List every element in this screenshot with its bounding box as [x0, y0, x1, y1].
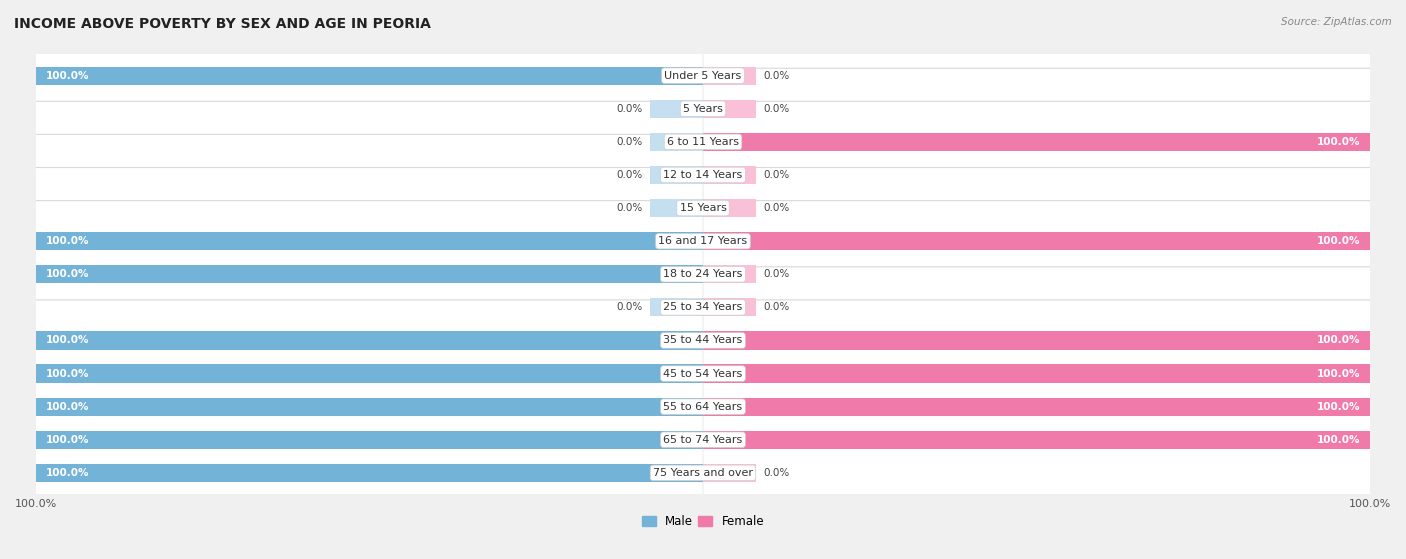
Text: 100.0%: 100.0%	[46, 269, 90, 280]
FancyBboxPatch shape	[31, 234, 1375, 315]
Text: 0.0%: 0.0%	[763, 468, 789, 478]
FancyBboxPatch shape	[31, 399, 1375, 480]
Text: 100.0%: 100.0%	[46, 70, 90, 80]
Text: 55 to 64 Years: 55 to 64 Years	[664, 402, 742, 411]
FancyBboxPatch shape	[31, 201, 1375, 282]
Text: 0.0%: 0.0%	[763, 269, 789, 280]
Bar	[703, 265, 756, 283]
Bar	[650, 199, 703, 217]
Text: 100.0%: 100.0%	[1316, 402, 1360, 411]
Text: 0.0%: 0.0%	[617, 203, 643, 213]
Text: 100.0%: 100.0%	[1316, 137, 1360, 147]
Text: 65 to 74 Years: 65 to 74 Years	[664, 435, 742, 445]
Text: 0.0%: 0.0%	[763, 104, 789, 113]
Bar	[37, 232, 703, 250]
Text: 0.0%: 0.0%	[617, 170, 643, 180]
Bar	[703, 364, 1369, 383]
Text: 100.0%: 100.0%	[1316, 335, 1360, 345]
Text: 5 Years: 5 Years	[683, 104, 723, 113]
Bar	[37, 464, 703, 482]
Text: 100.0%: 100.0%	[1316, 236, 1360, 246]
Bar	[650, 100, 703, 118]
Text: 100.0%: 100.0%	[46, 402, 90, 411]
Text: 12 to 14 Years: 12 to 14 Years	[664, 170, 742, 180]
Text: Source: ZipAtlas.com: Source: ZipAtlas.com	[1281, 17, 1392, 27]
Bar	[703, 331, 1369, 349]
Bar	[703, 132, 1369, 151]
Text: Under 5 Years: Under 5 Years	[665, 70, 741, 80]
Bar	[703, 430, 1369, 449]
Text: 100.0%: 100.0%	[46, 468, 90, 478]
FancyBboxPatch shape	[31, 35, 1375, 116]
FancyBboxPatch shape	[31, 168, 1375, 249]
Bar	[703, 464, 756, 482]
FancyBboxPatch shape	[31, 300, 1375, 381]
FancyBboxPatch shape	[31, 432, 1375, 513]
Bar	[703, 199, 756, 217]
FancyBboxPatch shape	[31, 366, 1375, 447]
Text: 75 Years and over: 75 Years and over	[652, 468, 754, 478]
Text: 25 to 34 Years: 25 to 34 Years	[664, 302, 742, 312]
Bar	[37, 397, 703, 416]
FancyBboxPatch shape	[31, 134, 1375, 216]
Text: 100.0%: 100.0%	[1316, 435, 1360, 445]
Bar	[37, 67, 703, 85]
Bar	[37, 331, 703, 349]
Bar	[650, 132, 703, 151]
Text: 16 and 17 Years: 16 and 17 Years	[658, 236, 748, 246]
Bar	[650, 166, 703, 184]
Bar	[37, 430, 703, 449]
FancyBboxPatch shape	[31, 68, 1375, 149]
Text: 35 to 44 Years: 35 to 44 Years	[664, 335, 742, 345]
Bar	[703, 166, 756, 184]
Text: 100.0%: 100.0%	[46, 335, 90, 345]
Bar	[703, 100, 756, 118]
Bar	[37, 364, 703, 383]
Text: 0.0%: 0.0%	[763, 203, 789, 213]
Text: 100.0%: 100.0%	[46, 435, 90, 445]
Bar	[703, 67, 756, 85]
Text: 15 Years: 15 Years	[679, 203, 727, 213]
Text: 100.0%: 100.0%	[46, 236, 90, 246]
Legend: Male, Female: Male, Female	[641, 515, 765, 528]
Text: 100.0%: 100.0%	[1316, 368, 1360, 378]
Text: 45 to 54 Years: 45 to 54 Years	[664, 368, 742, 378]
Bar	[37, 265, 703, 283]
Bar	[703, 397, 1369, 416]
Text: 0.0%: 0.0%	[617, 104, 643, 113]
Text: 6 to 11 Years: 6 to 11 Years	[666, 137, 740, 147]
Text: INCOME ABOVE POVERTY BY SEX AND AGE IN PEORIA: INCOME ABOVE POVERTY BY SEX AND AGE IN P…	[14, 17, 430, 31]
FancyBboxPatch shape	[31, 267, 1375, 348]
Text: 0.0%: 0.0%	[763, 70, 789, 80]
Bar	[703, 232, 1369, 250]
Text: 18 to 24 Years: 18 to 24 Years	[664, 269, 742, 280]
FancyBboxPatch shape	[31, 101, 1375, 182]
Text: 100.0%: 100.0%	[46, 368, 90, 378]
Text: 0.0%: 0.0%	[617, 137, 643, 147]
Bar	[703, 299, 756, 316]
Text: 0.0%: 0.0%	[763, 302, 789, 312]
FancyBboxPatch shape	[31, 333, 1375, 414]
Bar	[650, 299, 703, 316]
Text: 0.0%: 0.0%	[617, 302, 643, 312]
Text: 0.0%: 0.0%	[763, 170, 789, 180]
